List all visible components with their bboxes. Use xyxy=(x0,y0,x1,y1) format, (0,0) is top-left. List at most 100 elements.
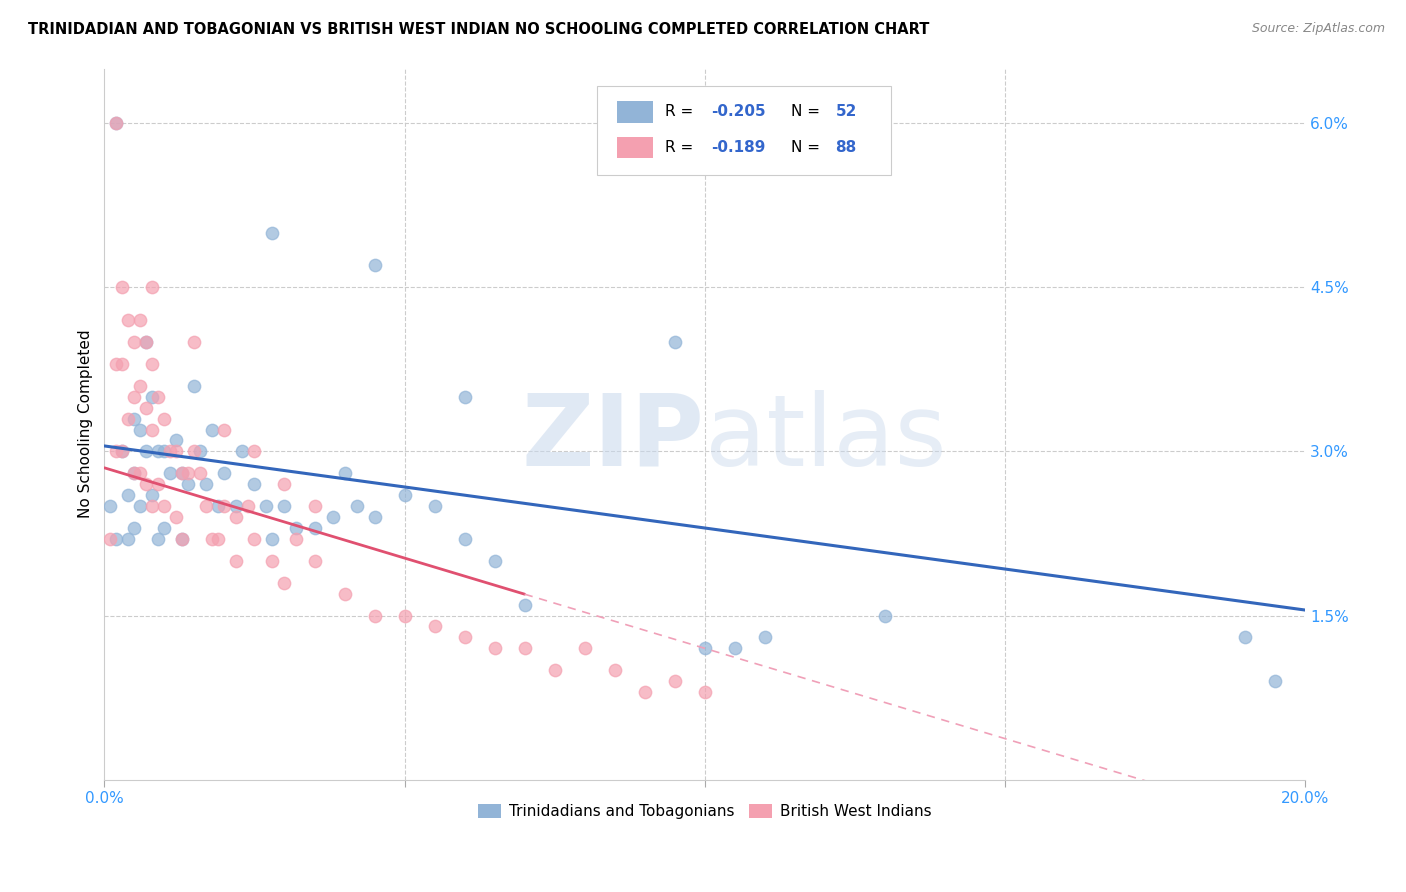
Point xyxy=(304,554,326,568)
Point xyxy=(243,532,266,546)
Point xyxy=(453,631,475,645)
Point xyxy=(243,477,266,491)
Point xyxy=(117,411,139,425)
Point xyxy=(105,116,128,130)
Point xyxy=(124,467,146,481)
Point xyxy=(1234,631,1257,645)
Text: N =: N = xyxy=(792,140,825,155)
Text: R =: R = xyxy=(665,140,703,155)
Point xyxy=(111,444,134,458)
Point xyxy=(231,444,253,458)
Point xyxy=(304,499,326,513)
Point xyxy=(273,575,295,590)
Point xyxy=(153,499,176,513)
Point xyxy=(177,477,200,491)
Point xyxy=(484,554,506,568)
Text: -0.205: -0.205 xyxy=(711,104,765,120)
Point xyxy=(159,467,181,481)
Point xyxy=(124,411,146,425)
Point xyxy=(207,499,229,513)
Point xyxy=(148,532,170,546)
Point xyxy=(124,334,146,349)
Point xyxy=(262,554,284,568)
Point xyxy=(195,499,218,513)
Point xyxy=(693,641,716,656)
Point xyxy=(190,444,212,458)
Point xyxy=(195,477,218,491)
Point xyxy=(183,334,205,349)
Point xyxy=(225,554,247,568)
Point xyxy=(453,390,475,404)
Point xyxy=(141,390,163,404)
Point xyxy=(172,467,194,481)
Point xyxy=(172,532,194,546)
Point xyxy=(135,477,157,491)
Text: 52: 52 xyxy=(835,104,858,120)
Point xyxy=(873,608,896,623)
Point xyxy=(129,313,152,327)
Point xyxy=(117,532,139,546)
Point xyxy=(238,499,260,513)
Point xyxy=(262,226,284,240)
Point xyxy=(363,259,385,273)
Point xyxy=(111,357,134,371)
FancyBboxPatch shape xyxy=(596,87,891,175)
Point xyxy=(543,663,565,677)
FancyBboxPatch shape xyxy=(617,101,654,122)
Point xyxy=(201,423,224,437)
Point xyxy=(1264,674,1286,689)
Point xyxy=(693,685,716,699)
Text: 88: 88 xyxy=(835,140,856,155)
Point xyxy=(141,357,163,371)
Point xyxy=(129,499,152,513)
Point xyxy=(141,488,163,502)
Point xyxy=(423,619,446,633)
Point xyxy=(574,641,596,656)
Point xyxy=(256,499,278,513)
Point xyxy=(135,334,157,349)
Point xyxy=(304,521,326,535)
Point xyxy=(664,674,686,689)
Point xyxy=(603,663,626,677)
Point xyxy=(100,499,122,513)
Point xyxy=(513,598,536,612)
Point xyxy=(129,378,152,392)
Point xyxy=(165,444,187,458)
Point xyxy=(117,313,139,327)
Point xyxy=(394,488,416,502)
Point xyxy=(225,510,247,524)
Point xyxy=(172,467,194,481)
Point xyxy=(105,444,128,458)
Text: -0.189: -0.189 xyxy=(711,140,765,155)
Point xyxy=(273,499,295,513)
Point xyxy=(165,434,187,448)
Point xyxy=(135,401,157,415)
Point xyxy=(141,499,163,513)
Point xyxy=(262,532,284,546)
Text: TRINIDADIAN AND TOBAGONIAN VS BRITISH WEST INDIAN NO SCHOOLING COMPLETED CORRELA: TRINIDADIAN AND TOBAGONIAN VS BRITISH WE… xyxy=(28,22,929,37)
Point xyxy=(153,444,176,458)
Legend: Trinidadians and Tobagonians, British West Indians: Trinidadians and Tobagonians, British We… xyxy=(472,798,938,825)
Point xyxy=(159,444,181,458)
Point xyxy=(214,499,236,513)
Point xyxy=(183,378,205,392)
Point xyxy=(214,467,236,481)
Point xyxy=(105,357,128,371)
Point xyxy=(105,532,128,546)
Point xyxy=(111,444,134,458)
Y-axis label: No Schooling Completed: No Schooling Completed xyxy=(79,330,93,518)
Point xyxy=(141,280,163,294)
Point xyxy=(124,467,146,481)
Point xyxy=(135,444,157,458)
Point xyxy=(346,499,368,513)
Point xyxy=(105,116,128,130)
Point xyxy=(129,423,152,437)
Text: R =: R = xyxy=(665,104,699,120)
Point xyxy=(394,608,416,623)
Point xyxy=(754,631,776,645)
Point xyxy=(111,280,134,294)
Point xyxy=(225,499,247,513)
Point xyxy=(363,510,385,524)
Text: ZIP: ZIP xyxy=(522,390,704,487)
Point xyxy=(172,532,194,546)
